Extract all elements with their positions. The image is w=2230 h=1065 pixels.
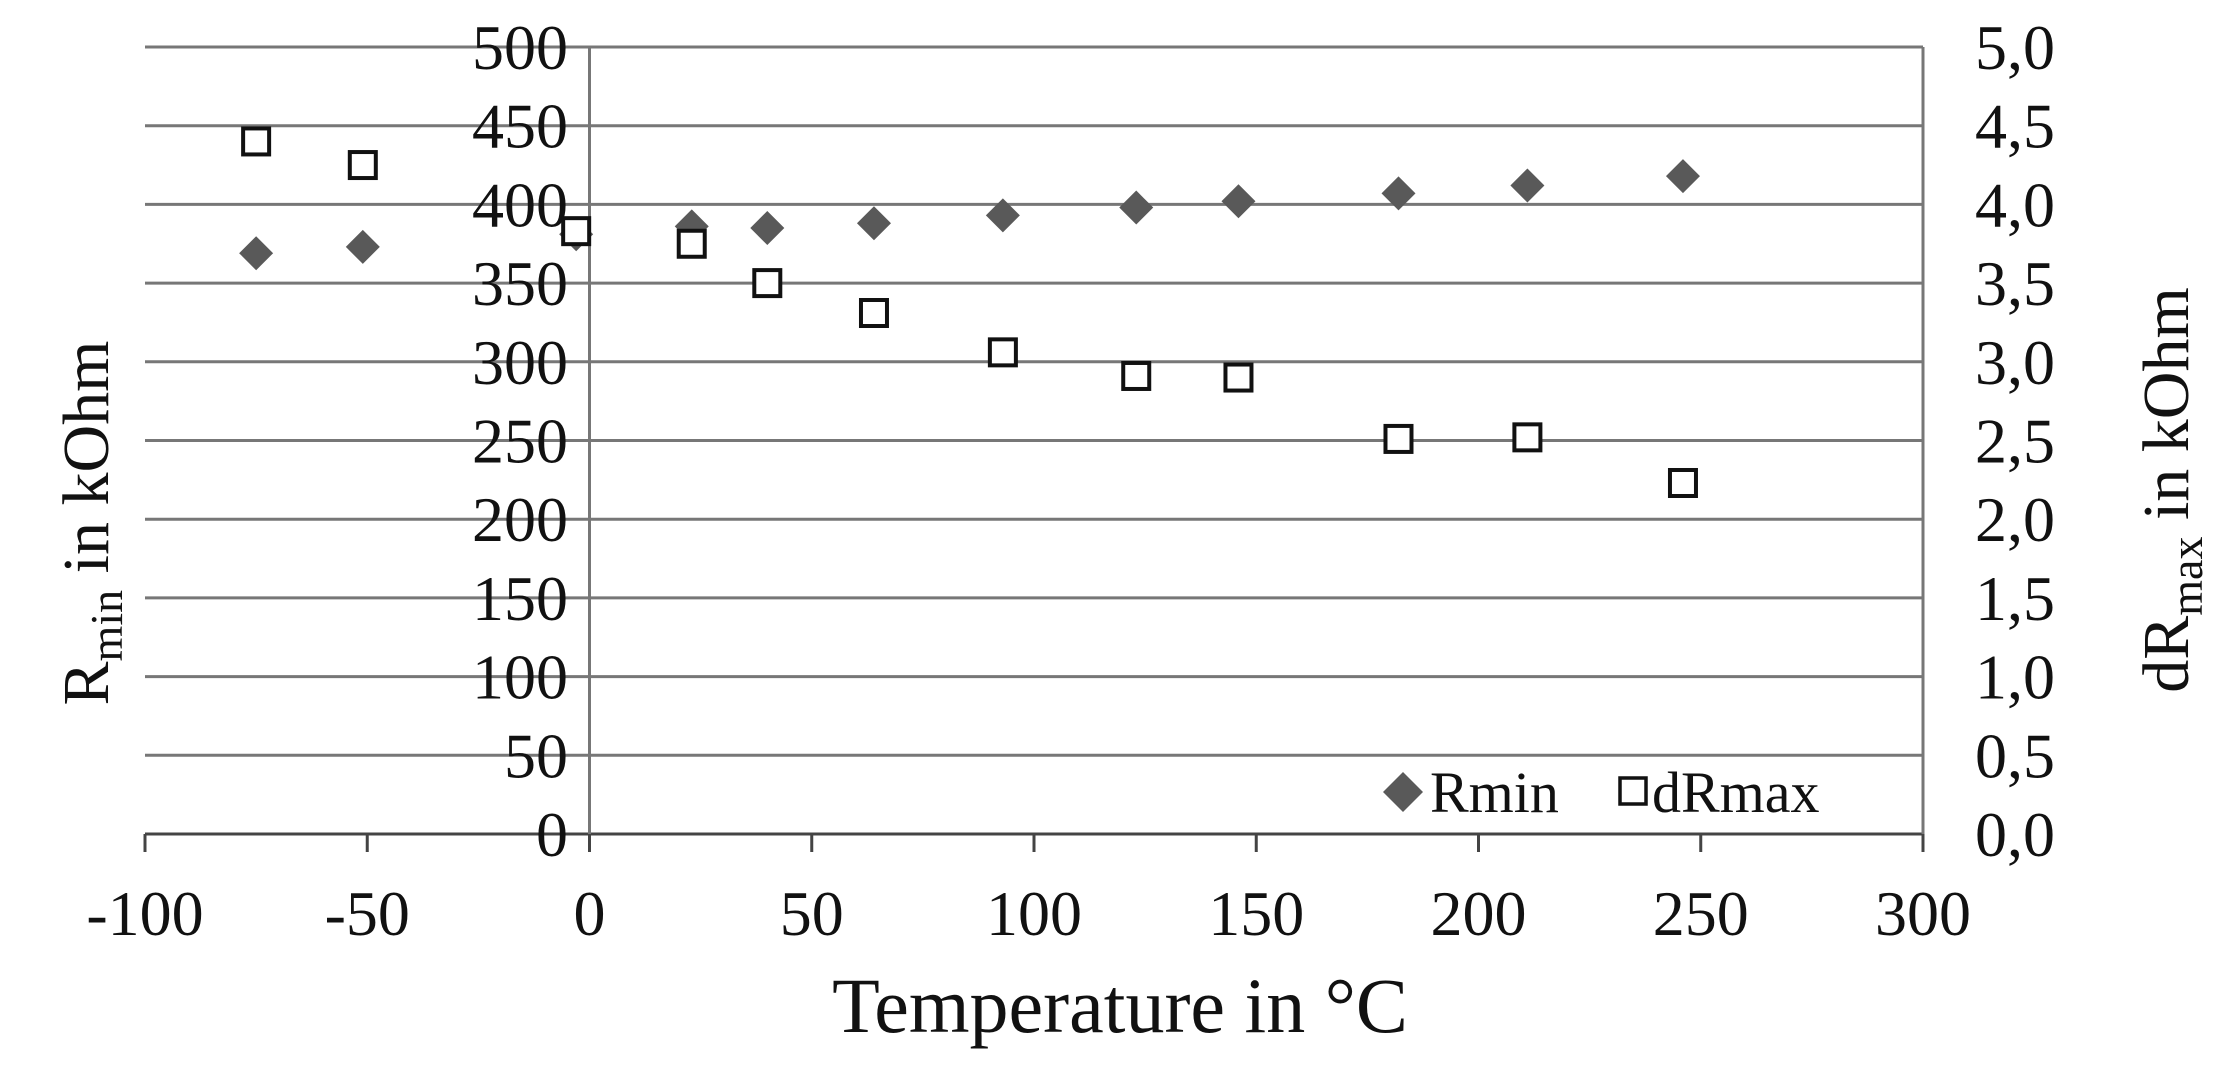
y-axis-title: Rmin in kOhm (50, 341, 132, 706)
legend-marker-drmax (1618, 776, 1648, 806)
y2-tick-label: 5,0 (1975, 12, 2055, 83)
drmax-point (1383, 423, 1414, 454)
y-axis-title-subscript: min (81, 590, 132, 662)
x-tick-label: 50 (780, 878, 844, 949)
y2-axis-title-rest: in kOhm (2130, 287, 2203, 536)
y2-tick-label: 0,5 (1975, 720, 2055, 791)
rmin-point (239, 236, 274, 271)
y2-tick-label: 3,0 (1975, 327, 2055, 398)
legend-label-drmax: dRmax (1652, 760, 1820, 825)
y-axis-title-main: R (50, 661, 123, 705)
x-tick-label: -100 (86, 878, 203, 949)
legend-label-rmin: Rmin (1430, 760, 1559, 825)
y-tick-label: 300 (472, 327, 568, 398)
y2-tick-label: 4,0 (1975, 169, 2055, 240)
x-tick-label: 250 (1653, 878, 1749, 949)
y2-tick-label: 4,5 (1975, 91, 2055, 162)
y-axis-title-rest: in kOhm (50, 341, 123, 590)
x-tick-label: 300 (1875, 878, 1971, 949)
y-tick-label: 150 (472, 563, 568, 634)
y2-axis-title-subscript: max (2161, 537, 2212, 616)
y2-tick-label: 2,5 (1975, 406, 2055, 477)
rmin-point (1119, 190, 1154, 225)
y-tick-label: 100 (472, 642, 568, 713)
drmax-point (676, 228, 707, 259)
rmin-point (856, 206, 891, 241)
y2-axis-title-main: dR (2130, 616, 2203, 693)
x-tick-label: 150 (1208, 878, 1304, 949)
gridlines (145, 45, 1923, 757)
y-tick-label: 450 (472, 91, 568, 162)
y2-tick-label: 1,0 (1975, 642, 2055, 713)
y2-tick-label: 3,5 (1975, 248, 2055, 319)
rmin-point (750, 211, 785, 246)
x-axis-title: Temperature in °C (832, 962, 1408, 1049)
drmax-point (987, 337, 1018, 368)
data-marks (239, 126, 1700, 498)
y-tick-label: 500 (472, 12, 568, 83)
drmax-point (347, 150, 378, 181)
legend-marker-rmin (1383, 772, 1423, 812)
rmin-point (985, 198, 1020, 233)
axes: 0501001502002503003504004505000,00,51,01… (86, 12, 2055, 949)
drmax-point (561, 216, 592, 247)
drmax-point (1512, 422, 1543, 453)
drmax-point (1121, 360, 1152, 391)
x-tick-label: 200 (1431, 878, 1527, 949)
rmin-point (1665, 159, 1700, 194)
drmax-point (1223, 362, 1254, 393)
y-tick-label: 0 (536, 799, 568, 870)
y2-tick-label: 0,0 (1975, 799, 2055, 870)
rmin-point (1381, 176, 1416, 211)
x-tick-label: -50 (325, 878, 410, 949)
y-tick-label: 200 (472, 484, 568, 555)
y-tick-label: 250 (472, 406, 568, 477)
legend: Rmin dRmax (1383, 760, 1820, 825)
rmin-point (1221, 184, 1256, 219)
drmax-point (241, 126, 272, 157)
rmin-point (345, 229, 380, 264)
y2-tick-label: 1,5 (1975, 563, 2055, 634)
drmax-point (1667, 467, 1698, 498)
rmin-point (1510, 168, 1545, 203)
y2-tick-label: 2,0 (1975, 484, 2055, 555)
y-tick-label: 50 (504, 720, 568, 791)
drmax-point (858, 298, 889, 329)
y2-axis-title: dRmax in kOhm (2130, 287, 2212, 693)
y-tick-label: 350 (472, 248, 568, 319)
y-tick-label: 400 (472, 169, 568, 240)
x-tick-label: 0 (574, 878, 606, 949)
x-tick-label: 100 (986, 878, 1082, 949)
drmax-point (752, 268, 783, 299)
